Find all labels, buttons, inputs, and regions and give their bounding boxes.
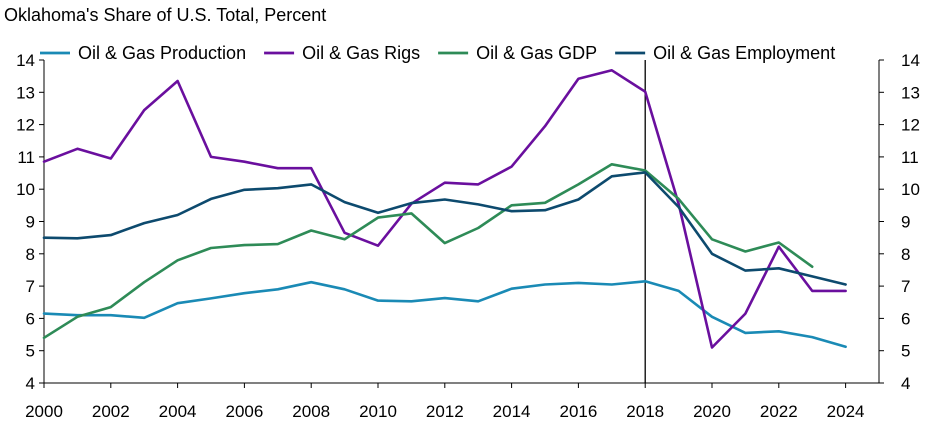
y-tick-label-left: 12 [16, 116, 35, 135]
y-tick-label-right: 14 [901, 51, 920, 70]
y-tick-label-left: 10 [16, 180, 35, 199]
y-tick-label-right: 4 [901, 374, 910, 393]
x-tick-label: 2016 [559, 402, 597, 421]
series-line-oil-and-gas-production [42, 279, 847, 349]
series-line-oil-and-gas-gdp [42, 163, 814, 340]
x-tick-label: 2000 [25, 402, 63, 421]
x-tick-label: 2024 [827, 402, 865, 421]
chart-title: Oklahoma's Share of U.S. Total, Percent [4, 5, 327, 25]
x-tick-label: 2008 [292, 402, 330, 421]
y-tick-label-right: 11 [901, 148, 919, 167]
y-tick-label-right: 5 [901, 342, 910, 361]
x-tick-label: 2004 [159, 402, 197, 421]
y-tick-label-right: 10 [901, 180, 920, 199]
legend-label-oil-and-gas-rigs: Oil & Gas Rigs [302, 43, 420, 63]
y-tick-label-left: 7 [26, 277, 35, 296]
series-lines [42, 69, 847, 349]
x-tick-label: 2018 [626, 402, 664, 421]
x-tick-label: 2020 [693, 402, 731, 421]
series-line-oil-and-gas-rigs [42, 69, 847, 349]
x-tick-label: 2002 [92, 402, 130, 421]
x-tick-label: 2010 [359, 402, 397, 421]
series-line-oil-and-gas-employment [42, 171, 847, 286]
y-tick-label-right: 13 [901, 83, 920, 102]
y-tick-label-left: 6 [26, 309, 35, 328]
y-tick-label-right: 6 [901, 309, 910, 328]
legend-label-oil-and-gas-production: Oil & Gas Production [78, 43, 246, 63]
axes: 4 4 5 5 6 6 7 7 8 8 9 9 10 10 11 11 12 12 13 13 14 14 2000 2002… [16, 51, 920, 421]
y-tick-label-left: 9 [26, 213, 35, 232]
y-tick-label-right: 9 [901, 213, 910, 232]
x-tick-label: 2022 [760, 402, 798, 421]
y-tick-label-left: 4 [26, 374, 35, 393]
y-tick-label-left: 8 [26, 245, 35, 264]
legend-label-oil-and-gas-employment: Oil & Gas Employment [653, 43, 835, 63]
legend: Oil & Gas Production Oil & Gas Rigs Oil & … [40, 43, 835, 63]
x-tick-label: 2014 [493, 402, 531, 421]
y-tick-label-left: 14 [16, 51, 35, 70]
x-tick-label: 2006 [225, 402, 263, 421]
y-tick-label-left: 11 [17, 148, 35, 167]
y-tick-label-right: 7 [901, 277, 910, 296]
y-tick-label-left: 13 [16, 83, 35, 102]
x-tick-label: 2012 [426, 402, 464, 421]
y-tick-label-left: 5 [26, 342, 35, 361]
legend-label-oil-and-gas-gdp: Oil & Gas GDP [476, 43, 597, 63]
y-tick-label-right: 12 [901, 116, 920, 135]
y-tick-label-right: 8 [901, 245, 910, 264]
